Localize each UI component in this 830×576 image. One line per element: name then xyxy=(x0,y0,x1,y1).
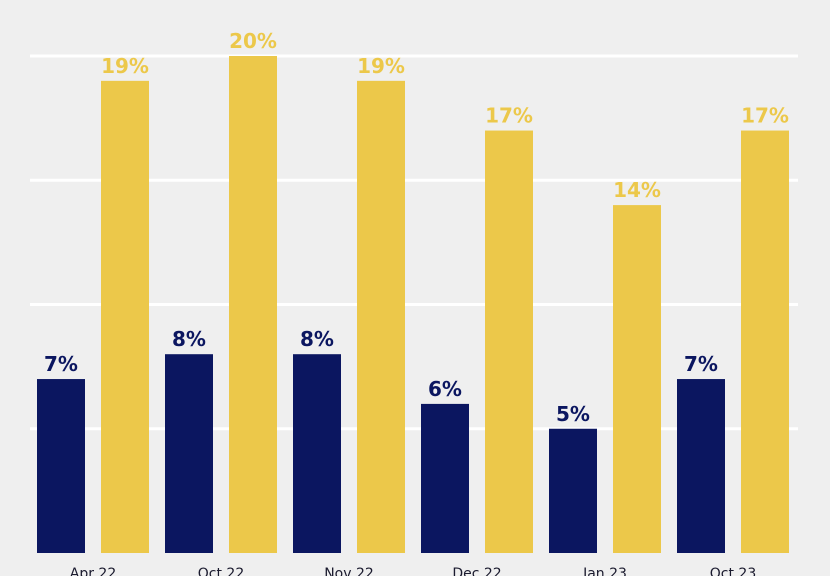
data-label-series-1-4: 5% xyxy=(556,402,590,426)
data-label-series-2-3: 17% xyxy=(485,104,533,128)
bar-series-1-0 xyxy=(37,379,85,553)
bar-series-2-1 xyxy=(229,56,277,553)
x-tick-label: Dec 22 xyxy=(452,566,501,576)
data-label-series-2-4: 14% xyxy=(613,178,661,202)
data-label-series-1-1: 8% xyxy=(172,327,206,351)
data-label-series-1-3: 6% xyxy=(428,377,462,401)
data-label-series-1-2: 8% xyxy=(300,327,334,351)
data-label-series-1-0: 7% xyxy=(44,352,78,376)
data-label-series-2-5: 17% xyxy=(741,104,789,128)
bar-series-2-5 xyxy=(741,130,789,554)
data-label-series-2-1: 20% xyxy=(229,29,277,53)
bar-series-2-3 xyxy=(485,130,533,554)
x-tick-label: Jan 23 xyxy=(582,566,627,576)
x-tick-label: Oct 22 xyxy=(198,566,244,576)
data-label-series-1-5: 7% xyxy=(684,352,718,376)
bar-series-2-2 xyxy=(357,80,405,553)
bar-series-1-3 xyxy=(421,403,469,553)
data-label-series-2-2: 19% xyxy=(357,54,405,78)
bar-series-2-0 xyxy=(101,80,149,553)
bar-series-1-4 xyxy=(549,428,597,553)
bar-series-1-5 xyxy=(677,379,725,553)
x-tick-label: Nov 22 xyxy=(324,566,374,576)
bar-series-1-1 xyxy=(165,354,213,553)
bar-series-1-2 xyxy=(293,354,341,553)
bar-series-2-4 xyxy=(613,205,661,553)
x-tick-label: Oct 23 xyxy=(710,566,756,576)
data-label-series-2-0: 19% xyxy=(101,54,149,78)
x-tick-label: Apr 22 xyxy=(70,566,116,576)
